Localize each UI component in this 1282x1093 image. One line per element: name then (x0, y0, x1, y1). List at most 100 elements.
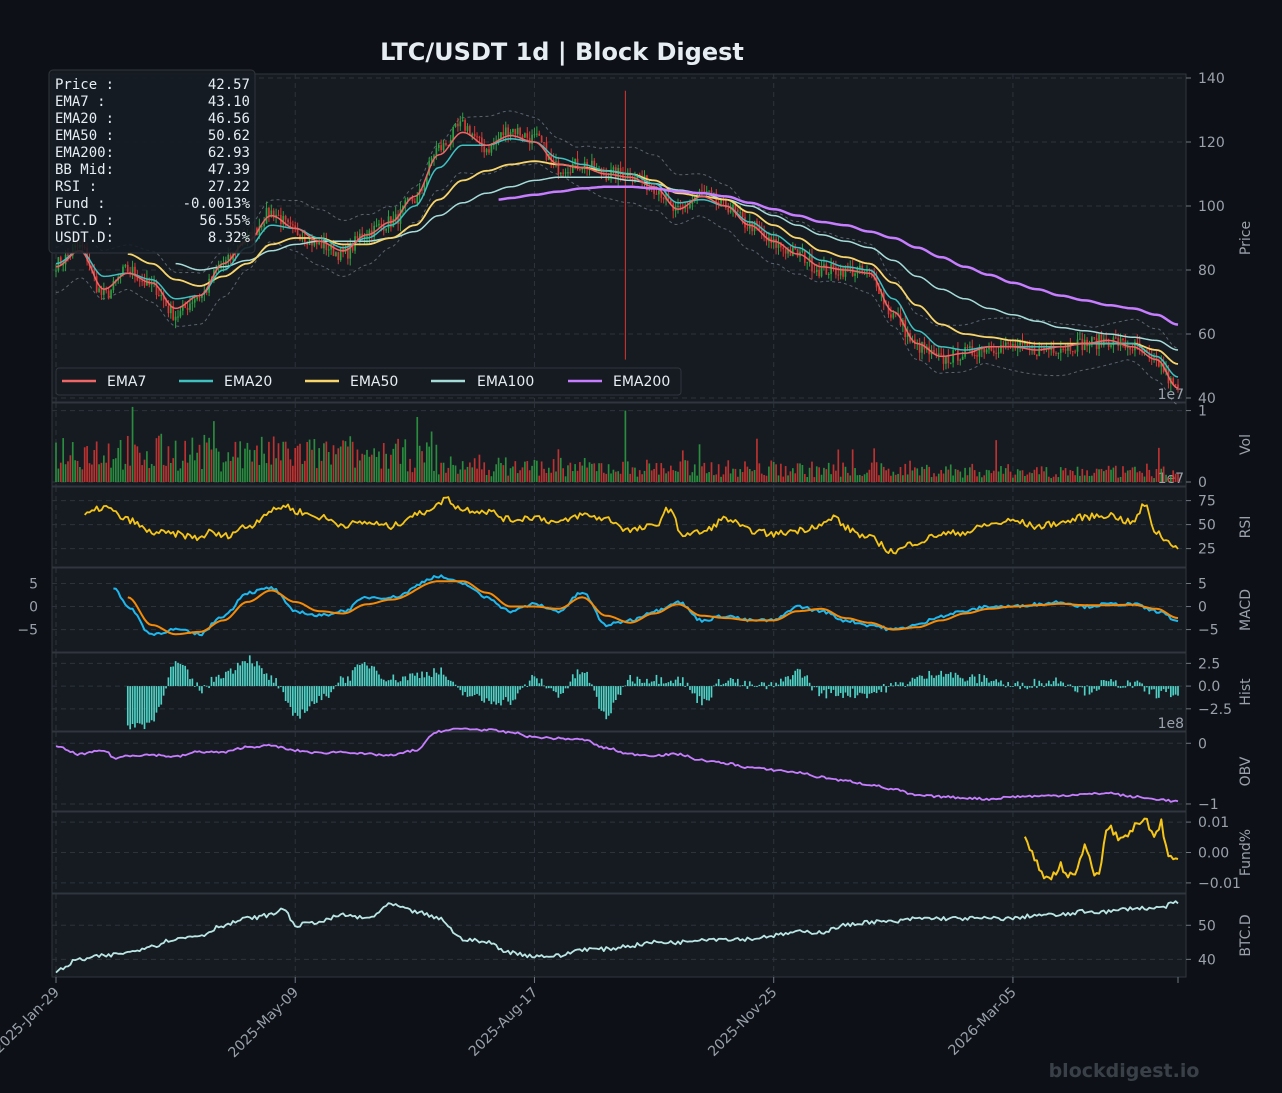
candle-body (459, 121, 462, 127)
histogram-bar (579, 674, 581, 687)
histogram-bar (1148, 686, 1151, 695)
candle-body (103, 289, 105, 295)
histogram-bar (476, 686, 478, 694)
histogram-bar (461, 686, 464, 696)
histogram-bar (540, 678, 543, 687)
panel-macd (51, 567, 1187, 653)
volume-bar (210, 449, 213, 482)
volume-bar (660, 463, 663, 482)
histogram-bar (586, 671, 588, 687)
candle-body (320, 241, 323, 249)
candle-body (67, 254, 69, 256)
candle-body (385, 228, 387, 231)
volume-bar (282, 441, 285, 482)
candle-body (519, 128, 521, 136)
candle-body (134, 266, 136, 276)
histogram-bar (172, 666, 175, 687)
histogram-bar (880, 686, 883, 693)
histogram-bar (308, 686, 311, 707)
candle-body (327, 249, 330, 251)
histogram-bar (839, 686, 842, 694)
volume-bar (55, 442, 57, 482)
volume-bar (93, 450, 96, 482)
histogram-bar (957, 674, 959, 687)
candle-body (536, 133, 538, 135)
candle-body (406, 197, 409, 201)
histogram-bar (1165, 686, 1167, 693)
histogram-bar (918, 675, 921, 687)
histogram-bar (1021, 682, 1024, 687)
volume-bar (143, 459, 146, 482)
info-value: 50.62 (208, 128, 250, 144)
candle-body (937, 353, 940, 356)
legend-item-ema100: EMA100 (431, 374, 534, 390)
volume-bar (495, 464, 498, 482)
legend-label-ema200: EMA200 (613, 374, 670, 390)
histogram-bar (292, 686, 294, 716)
volume-bar (141, 465, 143, 482)
histogram-bar (414, 675, 416, 687)
volume-bar (768, 466, 770, 482)
histogram-bar (942, 676, 945, 687)
volume-bar (622, 461, 624, 482)
histogram-bar (593, 686, 596, 691)
histogram-bar (780, 678, 782, 687)
histogram-bar (794, 670, 797, 687)
histogram-bar (1036, 686, 1038, 688)
volume-bar (1122, 466, 1124, 482)
histogram-bar (976, 683, 978, 687)
volume-bar (1114, 465, 1117, 482)
histogram-bar (952, 677, 954, 687)
volume-bar (459, 469, 462, 482)
histogram-bar (569, 681, 572, 687)
histogram-bar (945, 673, 947, 687)
volume-bar (447, 467, 450, 482)
volume-bar (1074, 475, 1076, 482)
volume-bar (835, 470, 837, 482)
volume-bar (203, 434, 206, 482)
candle-body (949, 362, 952, 364)
candle-body (141, 280, 143, 282)
candle-body (62, 264, 65, 266)
volume-bar (803, 474, 806, 482)
tick-label-btcd: 50 (1198, 918, 1216, 934)
candle-body (225, 260, 227, 264)
volume-bar (263, 453, 265, 482)
volume-bar (770, 460, 773, 482)
histogram-bar (720, 684, 722, 687)
histogram-bar (631, 681, 634, 687)
volume-bar (1091, 475, 1093, 482)
volume-bar (559, 457, 562, 482)
candle-body (1100, 334, 1103, 346)
volume-bar (528, 470, 531, 482)
tick-label-btcd: 40 (1198, 952, 1216, 968)
histogram-bar (832, 686, 835, 690)
candle-body (969, 346, 971, 348)
volume-bar (268, 441, 270, 482)
histogram-bar (1047, 680, 1050, 687)
histogram-bar (428, 675, 431, 687)
tick-label-left-macd: 5 (29, 577, 38, 593)
candle-body (260, 226, 263, 228)
candle-body (976, 355, 978, 357)
histogram-bar (909, 681, 911, 687)
volume-bar (796, 463, 799, 482)
histogram-bar (789, 679, 792, 687)
volume-bar (533, 460, 536, 482)
volume-bar (1064, 468, 1067, 482)
volume-bar (485, 475, 488, 482)
volume-bar (705, 473, 708, 482)
candle-body (808, 256, 811, 263)
candle-body (703, 190, 706, 192)
volume-bar (213, 421, 215, 482)
candle-body (746, 227, 749, 229)
volume-bar (229, 460, 232, 482)
volume-bar (284, 441, 287, 482)
histogram-bar (792, 675, 794, 687)
volume-bar (373, 448, 376, 482)
histogram-bar (189, 679, 191, 687)
histogram-bar (760, 682, 763, 687)
candle-body (992, 350, 995, 354)
histogram-bar (937, 674, 940, 687)
volume-bar (1076, 466, 1079, 482)
